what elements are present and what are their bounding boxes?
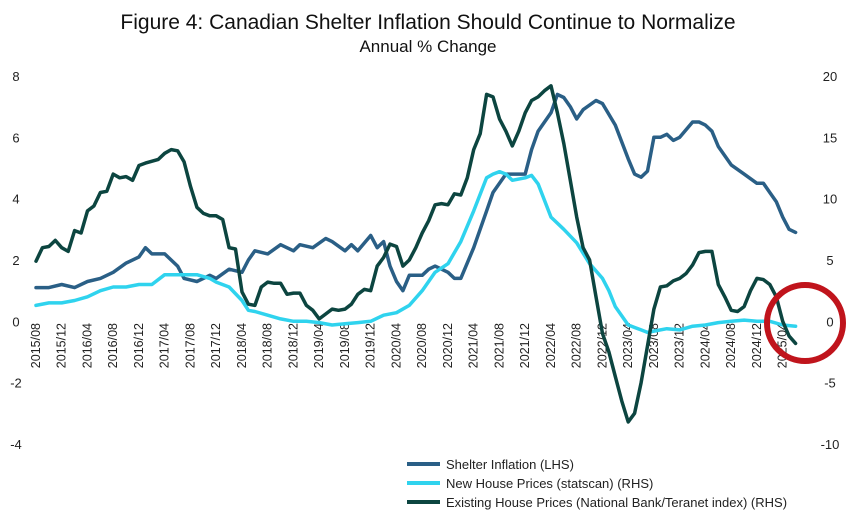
left-tick-label: 6: [12, 130, 19, 145]
series-line: [34, 84, 798, 424]
series-line: [34, 169, 798, 335]
legend-label: Shelter Inflation (LHS): [446, 457, 574, 472]
x-tick-label: 2021/08: [492, 323, 506, 368]
chart-title: Figure 4: Canadian Shelter Inflation Sho…: [120, 11, 735, 34]
x-tick-label: 2021/12: [518, 323, 532, 368]
x-tick-label: 2018/04: [235, 323, 249, 368]
x-tick-label: 2023/04: [621, 323, 635, 368]
right-tick-label: -10: [821, 437, 840, 452]
x-tick-label: 2015/08: [29, 323, 43, 368]
x-tick-label: 2016/08: [106, 323, 120, 368]
legend-label: New House Prices (statscan) (RHS): [446, 476, 653, 491]
right-tick-label: 10: [823, 192, 837, 207]
x-tick-label: 2018/08: [261, 323, 275, 368]
chart-subtitle: Annual % Change: [359, 37, 496, 56]
series-lines: [34, 84, 798, 424]
x-tick-label: 2020/08: [415, 323, 429, 368]
highlight-circle: [764, 282, 846, 364]
right-axis: -10 -5 0 5 10 15 20: [821, 69, 840, 452]
legend-label: Existing House Prices (National Bank/Ter…: [446, 495, 787, 510]
left-axis: -4 -2 0 2 4 6 8: [10, 69, 22, 452]
legend: Shelter Inflation (LHS) New House Prices …: [407, 457, 787, 510]
x-tick-label: 2017/04: [158, 323, 172, 368]
x-tick-label: 2023/12: [673, 323, 687, 368]
series-line: [34, 92, 798, 293]
x-tick-label: 2024/12: [750, 323, 764, 368]
x-tick-label: 2021/04: [467, 323, 481, 368]
left-tick-label: 4: [12, 192, 19, 207]
x-tick-label: 2019/08: [338, 323, 352, 368]
x-tick-label: 2024/08: [724, 323, 738, 368]
x-tick-label: 2022/04: [544, 323, 558, 368]
right-tick-label: -5: [824, 376, 836, 391]
x-axis: 2015/08 2015/12 2016/04 2016/08 2016/12 2017/…: [29, 323, 790, 368]
left-tick-label: 0: [12, 314, 19, 329]
x-tick-label: 2024/04: [698, 323, 712, 368]
right-tick-label: 20: [823, 69, 837, 84]
x-tick-label: 2016/04: [80, 323, 94, 368]
x-tick-label: 2020/04: [389, 323, 403, 368]
x-tick-label: 2022/12: [595, 323, 609, 368]
x-tick-label: 2022/08: [570, 323, 584, 368]
x-tick-label: 2015/12: [55, 323, 69, 368]
x-tick-label: 2020/12: [441, 323, 455, 368]
x-tick-label: 2017/12: [209, 323, 223, 368]
x-tick-label: 2019/04: [312, 323, 326, 368]
x-tick-label: 2017/08: [183, 323, 197, 368]
left-tick-label: -2: [10, 376, 22, 391]
right-tick-label: 0: [826, 314, 833, 329]
left-tick-label: 2: [12, 253, 19, 268]
right-tick-label: 15: [823, 130, 837, 145]
x-tick-label: 2018/12: [286, 323, 300, 368]
left-tick-label: -4: [10, 437, 22, 452]
right-tick-label: 5: [826, 253, 833, 268]
left-tick-label: 8: [12, 69, 19, 84]
x-tick-label: 2019/12: [364, 323, 378, 368]
x-tick-label: 2016/12: [132, 323, 146, 368]
